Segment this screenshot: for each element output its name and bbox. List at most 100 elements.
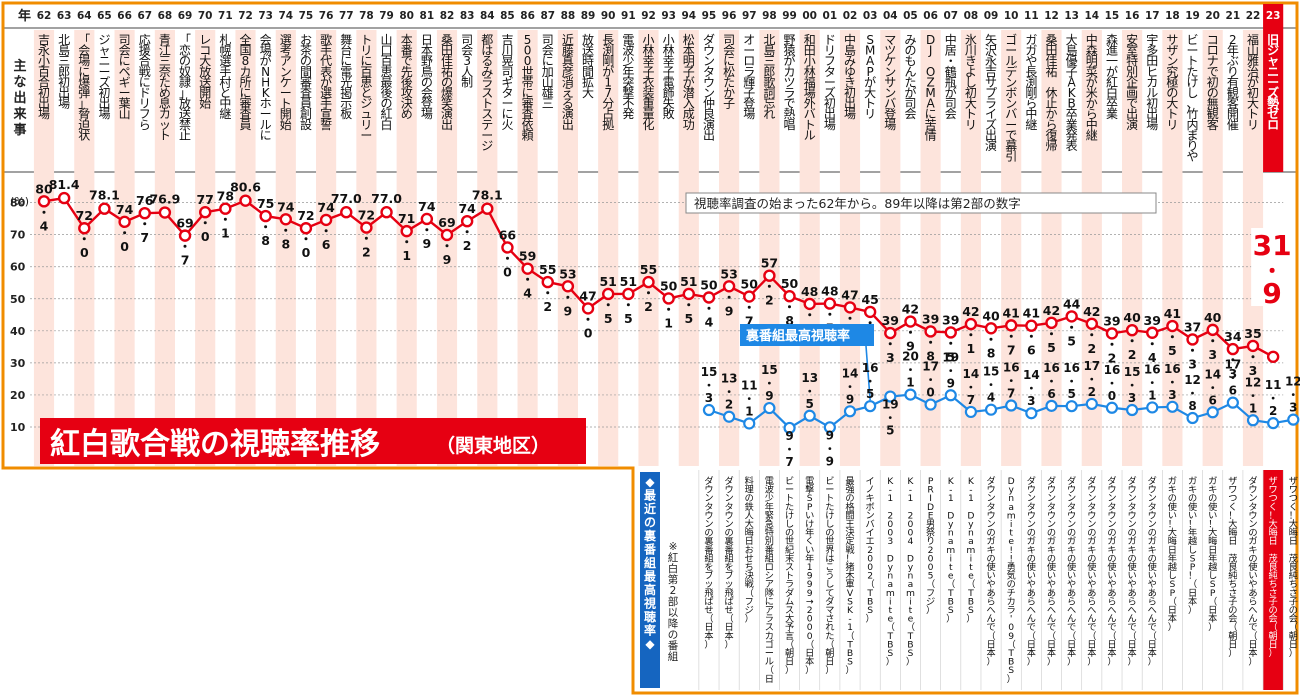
data-label-dec: 1 [906,376,914,390]
event-char: 中 [945,32,957,47]
ura-program-char: n [1008,493,1014,504]
ura-program-char: タ [1067,502,1076,513]
event-char: ナ [1207,54,1219,68]
event-char: 小 [642,33,654,47]
data-point-kouhaku [400,224,413,238]
data-label-int: 47 [579,288,596,303]
event-char: に [139,75,151,89]
data-label-dec: 5 [624,311,633,326]
event-char: 剛 [602,54,614,68]
data-point-ura [1045,399,1058,412]
event-char: 査 [239,107,251,121]
ura-program-char: け [805,519,814,530]
event-char: ん [904,65,916,79]
data-point-ura [722,410,736,423]
ura-program-char: 本 [1027,647,1036,659]
event-char: 誓 [320,118,332,132]
event-char: ケ [884,54,896,68]
ura-program-char: 純 [1289,570,1298,582]
event-char: 内 [1187,118,1199,132]
ura-program-char: ト [785,571,794,582]
ura-program-char: カ [765,631,774,642]
event-char: 場 [743,107,755,121]
event-char: 登 [421,96,433,111]
ura-program-char: T [967,588,974,599]
y-tick-label: 70 [10,229,26,242]
ura-program-char: し [825,579,834,590]
ura-program-char: 組 [765,552,774,564]
event-char: 林 [804,65,816,79]
data-label-dec: 4 [987,391,995,405]
ura-program-char: ！ [845,553,854,564]
event-char: ー [280,86,292,100]
ura-program-char: 紀 [785,544,794,556]
event-char: 百 [360,65,372,79]
data-label-kouhaku: 53・9 [720,266,737,318]
ura-program-char: 日 [1228,536,1237,547]
data-point-ura [944,389,957,402]
data-label-int: 71 [398,211,415,226]
data-label-dec: 3 [1249,363,1258,378]
data-point-ura [1105,401,1119,414]
event-char: の [381,97,393,111]
ura-program-char: ウ [1027,510,1036,521]
event-char: 大 [965,97,977,111]
event-char: O [926,65,935,79]
event-char: サ [884,75,896,89]
ura-program-char: タ [1027,502,1036,513]
year-label: 70 [198,10,213,22]
ura-program-char: ） [1087,657,1096,668]
event-char: の [421,75,433,89]
event-char: 場 [260,44,272,58]
data-label-int: 44 [1063,296,1081,311]
data-label-ura: 15・3 [1124,365,1141,405]
year-band [880,30,901,466]
ura-program-char: ワ [1228,485,1237,496]
event-char: 選 [320,86,332,100]
data-point-kouhaku [561,280,575,293]
data-label-ura: 15・9 [761,363,778,403]
event-char: 苦 [925,118,937,132]
ura-program-char: 番 [765,544,774,556]
ura-series-label: 裏番組最高視聴率 [745,328,850,344]
event-char: 衣 [642,74,654,89]
event-char: B [1068,97,1076,111]
ura-program-char: S [1190,553,1196,564]
ura-program-char: キ [1248,545,1257,556]
year-band [920,30,941,466]
ura-panel-note-char: 以 [668,607,679,619]
data-label-int: 17 [922,360,939,374]
data-point-ura [702,403,716,417]
event-char: 恵 [381,65,393,79]
event-char: 恋 [179,43,191,58]
ura-program-char: の [1107,553,1116,564]
ura-program-char: の [1289,605,1298,616]
event-char: 発 [1066,128,1078,142]
event-char: ー [1005,44,1017,58]
event-char: 演 [562,106,574,121]
ura-program-char: m [886,588,895,599]
year-band [33,30,55,466]
event-char: に [239,86,251,100]
event-char: 間 [300,65,312,79]
y-tick-label: 20 [10,389,26,402]
year-label: 90 [601,10,616,22]
event-char: ズ [985,117,997,132]
data-label-ura: 19・9 [942,350,959,390]
data-label-sep: ・ [199,216,211,230]
event-char: 審 [300,74,312,89]
data-label-int: 16 [1144,362,1161,376]
event-char: 拡 [582,75,594,89]
event-char: ル [1146,86,1158,100]
ura-program-char: へ [986,605,995,616]
ura-program-char: 日 [1289,536,1298,547]
event-char: 場 [421,107,433,121]
event-char: 爆 [441,86,453,100]
ura-program-char: ン [1047,493,1056,504]
ura-program-char: ） [1007,674,1016,685]
